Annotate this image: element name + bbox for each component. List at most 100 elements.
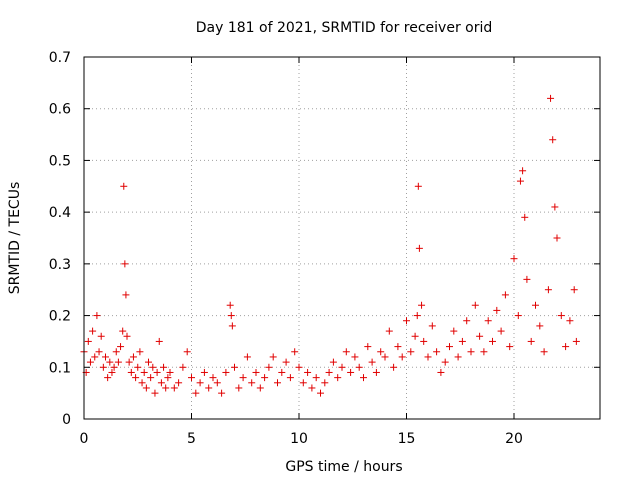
- data-point: [489, 337, 496, 345]
- data-point: [114, 358, 122, 366]
- data-point: [414, 182, 422, 190]
- data-point: [497, 327, 505, 335]
- data-point: [420, 337, 428, 345]
- data-point: [325, 368, 333, 376]
- data-point: [222, 368, 230, 376]
- data-point: [91, 353, 99, 361]
- data-point: [506, 343, 514, 351]
- data-point: [149, 363, 157, 371]
- data-point: [467, 348, 475, 356]
- data-point: [454, 353, 462, 361]
- data-point: [418, 301, 426, 309]
- data-point: [117, 343, 125, 351]
- data-point: [209, 374, 217, 382]
- data-point: [493, 306, 501, 314]
- data-point: [368, 358, 376, 366]
- data-point: [424, 353, 432, 361]
- data-point: [84, 337, 92, 345]
- data-point: [108, 368, 116, 376]
- data-point: [205, 384, 213, 392]
- y-tick-label: 0: [62, 412, 71, 428]
- data-point: [476, 332, 484, 340]
- data-point: [192, 389, 200, 397]
- data-point: [484, 317, 492, 325]
- data-point: [112, 348, 120, 356]
- data-point: [570, 286, 578, 294]
- y-tick-label: 0.6: [49, 102, 71, 118]
- data-point: [123, 332, 131, 340]
- data-point: [553, 234, 561, 242]
- data-point: [398, 353, 406, 361]
- data-point: [239, 374, 247, 382]
- data-point: [142, 384, 150, 392]
- data-point: [134, 363, 142, 371]
- data-point: [243, 353, 251, 361]
- data-point: [566, 317, 574, 325]
- plot-frame: [83, 56, 601, 420]
- data-point: [329, 358, 337, 366]
- data-point: [132, 374, 140, 382]
- x-tick-label: 10: [290, 431, 308, 447]
- data-point: [164, 374, 172, 382]
- data-point: [235, 384, 243, 392]
- data-point: [218, 389, 226, 397]
- chart-title: Day 181 of 2021, SRMTID for receiver ori…: [196, 20, 493, 36]
- data-point: [188, 374, 195, 382]
- data-point: [433, 348, 441, 356]
- y-tick-label: 0.1: [49, 360, 71, 376]
- data-point: [274, 379, 281, 387]
- data-point: [312, 374, 320, 382]
- data-point: [153, 368, 161, 376]
- y-tick-label: 0.5: [49, 153, 71, 169]
- x-tick-label: 5: [187, 431, 196, 447]
- data-point: [248, 379, 256, 387]
- data-point: [226, 301, 234, 309]
- data-points: [80, 94, 580, 397]
- data-point: [355, 363, 363, 371]
- data-point: [510, 255, 518, 263]
- data-point: [521, 213, 529, 221]
- data-point: [480, 348, 488, 356]
- data-point: [557, 312, 565, 320]
- data-point: [278, 368, 286, 376]
- data-point: [308, 384, 316, 392]
- data-point: [321, 379, 329, 387]
- data-point: [155, 337, 163, 345]
- data-point: [299, 379, 307, 387]
- data-point: [106, 358, 114, 366]
- data-point: [228, 322, 236, 330]
- x-tick-label: 20: [505, 431, 523, 447]
- y-axis-label: SRMTID / TECUs: [7, 182, 23, 295]
- data-point: [572, 337, 580, 345]
- data-point: [381, 353, 389, 361]
- data-point: [295, 363, 303, 371]
- data-point: [227, 312, 235, 320]
- data-point: [413, 312, 421, 320]
- data-point: [102, 353, 109, 361]
- data-point: [304, 368, 312, 376]
- data-point: [196, 379, 204, 387]
- data-point: [104, 374, 112, 382]
- data-point: [562, 343, 570, 351]
- data-point: [338, 363, 346, 371]
- data-point: [347, 368, 355, 376]
- data-point: [446, 343, 453, 351]
- data-point: [99, 363, 107, 371]
- data-point: [119, 327, 127, 335]
- data-point: [122, 291, 130, 299]
- data-point: [95, 348, 103, 356]
- data-point: [127, 368, 135, 376]
- data-point: [175, 379, 183, 387]
- data-point: [89, 327, 97, 335]
- data-point: [120, 182, 128, 190]
- data-point: [256, 384, 264, 392]
- data-point: [377, 348, 385, 356]
- data-point: [138, 379, 146, 387]
- data-point: [411, 332, 419, 340]
- data-point: [514, 312, 522, 320]
- data-point: [151, 389, 159, 397]
- data-point: [523, 275, 531, 283]
- data-point: [471, 301, 479, 309]
- data-point: [372, 368, 380, 376]
